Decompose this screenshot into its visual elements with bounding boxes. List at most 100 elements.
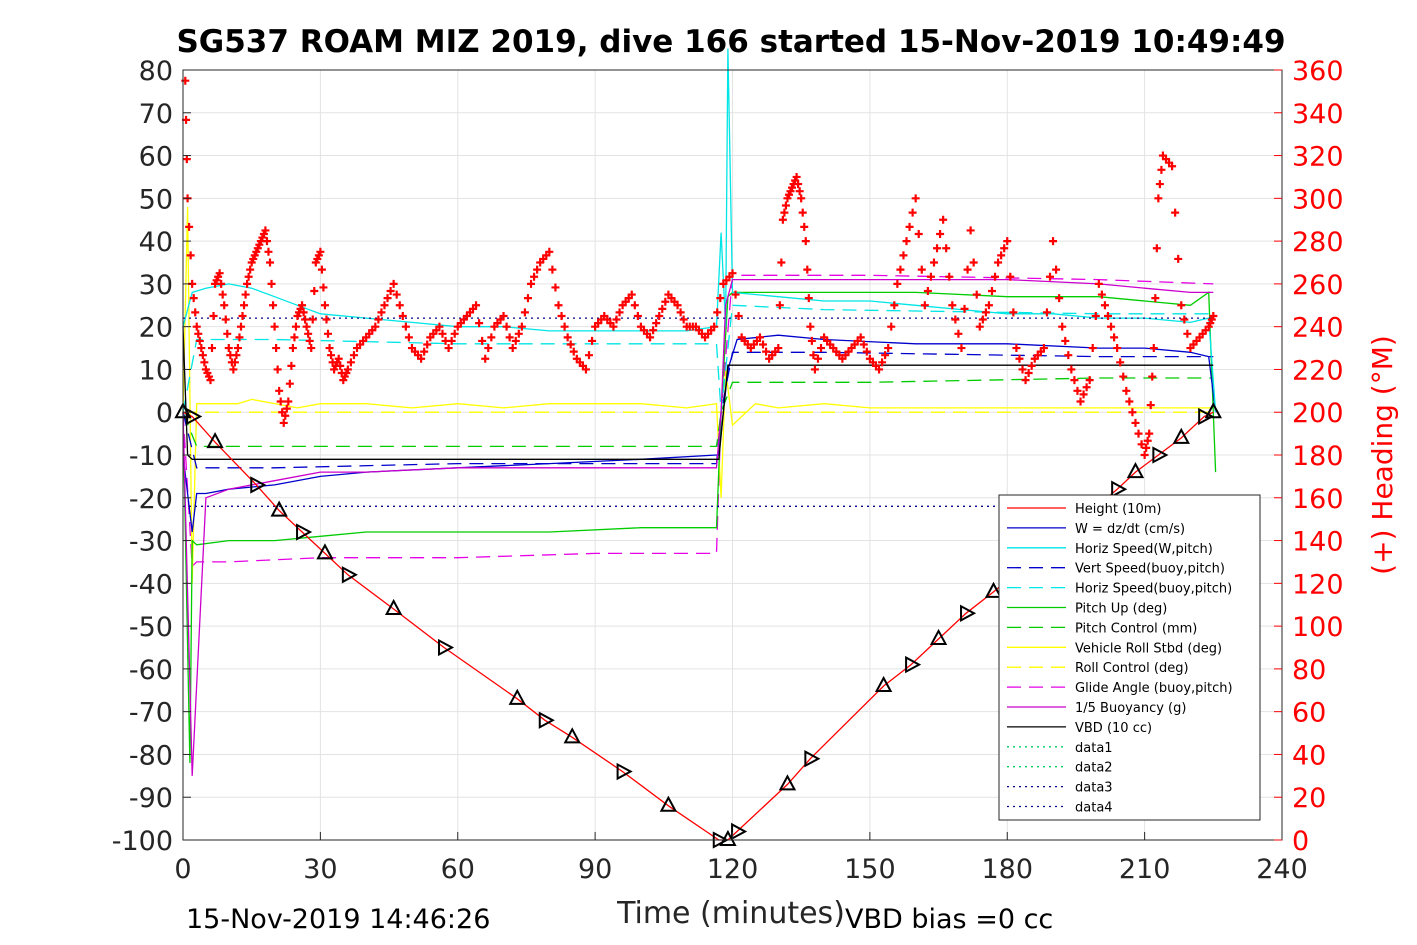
heading-plus-marker bbox=[658, 304, 667, 313]
heading-plus-marker bbox=[551, 283, 560, 292]
y2-tick-label: 280 bbox=[1292, 227, 1344, 258]
footer-vbd-bias: VBD bias =0 cc bbox=[845, 904, 1053, 935]
heading-plus-marker bbox=[325, 344, 334, 353]
y2-tick-label: 300 bbox=[1292, 184, 1344, 215]
heading-plus-marker bbox=[336, 361, 345, 370]
heading-plus-marker bbox=[920, 301, 929, 310]
heading-plus-marker bbox=[713, 308, 722, 317]
heading-plus-marker bbox=[1177, 301, 1186, 310]
height-triangle-marker bbox=[206, 432, 224, 449]
heading-plus-marker bbox=[444, 344, 453, 353]
heading-plus-marker bbox=[1140, 451, 1149, 459]
heading-plus-marker bbox=[186, 251, 195, 260]
height-triangle-marker bbox=[384, 598, 403, 615]
legend-box bbox=[998, 494, 1261, 821]
heading-plus-marker bbox=[887, 322, 896, 331]
heading-plus-marker bbox=[221, 315, 230, 324]
heading-plus-marker bbox=[1070, 376, 1079, 385]
heading-plus-marker bbox=[499, 311, 508, 320]
heading-plus-marker bbox=[282, 404, 291, 413]
heading-plus-marker bbox=[661, 297, 670, 306]
y-tick-label: 20 bbox=[139, 313, 173, 344]
heading-plus-marker bbox=[806, 322, 815, 331]
heading-plus-marker bbox=[1148, 372, 1157, 381]
heading-plus-marker bbox=[1024, 369, 1033, 378]
heading-plus-marker bbox=[438, 329, 447, 338]
heading-plus-marker bbox=[1085, 376, 1094, 385]
heading-plus-marker bbox=[395, 301, 404, 310]
y2-tick-label: 100 bbox=[1292, 612, 1344, 643]
heading-plus-marker bbox=[334, 354, 343, 363]
heading-plus-marker bbox=[322, 315, 331, 324]
heading-plus-marker bbox=[987, 287, 996, 296]
height-triangle-marker bbox=[1172, 427, 1190, 444]
series-line-vehicle-roll-stbd-deg bbox=[182, 206, 1214, 584]
heading-plus-marker bbox=[194, 329, 203, 338]
height-triangle-marker bbox=[616, 762, 633, 781]
height-triangle-marker bbox=[341, 566, 358, 584]
x-tick-label: 120 bbox=[707, 854, 759, 885]
height-triangle-marker bbox=[1126, 462, 1145, 479]
heading-plus-marker bbox=[875, 365, 884, 374]
heading-plus-marker bbox=[991, 272, 1000, 281]
heading-plus-marker bbox=[1168, 162, 1177, 171]
heading-plus-marker bbox=[896, 265, 905, 274]
legend-entry-label: data2 bbox=[1075, 761, 1113, 776]
heading-plus-marker bbox=[1006, 272, 1015, 281]
legend-entry-label: W = dz/dt (cm/s) bbox=[1075, 522, 1185, 537]
heading-plus-marker bbox=[1137, 440, 1146, 449]
heading-plus-marker bbox=[505, 333, 514, 342]
height-triangle-marker bbox=[905, 655, 922, 674]
height-triangle-marker bbox=[874, 675, 893, 692]
heading-plus-marker bbox=[926, 272, 935, 281]
heading-plus-marker bbox=[609, 322, 618, 331]
heading-plus-marker bbox=[533, 265, 542, 274]
heading-plus-marker bbox=[279, 418, 288, 427]
heading-plus-marker bbox=[1183, 329, 1192, 338]
heading-plus-marker bbox=[275, 386, 284, 395]
x-tick-label: 240 bbox=[1256, 854, 1308, 885]
heading-plus-marker bbox=[1152, 244, 1161, 253]
heading-plus-marker bbox=[298, 301, 307, 310]
x-tick-label: 0 bbox=[174, 854, 191, 885]
y-tick-label: 0 bbox=[156, 398, 173, 429]
heading-plus-marker bbox=[191, 308, 200, 317]
heading-plus-marker bbox=[801, 237, 810, 246]
y-tick-label: 40 bbox=[139, 227, 173, 258]
heading-plus-marker bbox=[933, 244, 942, 253]
heading-plus-marker bbox=[223, 329, 232, 338]
heading-plus-marker bbox=[911, 194, 920, 203]
heading-plus-marker bbox=[627, 290, 636, 299]
heading-plus-marker bbox=[630, 301, 639, 310]
heading-plus-marker bbox=[299, 308, 308, 317]
heading-plus-marker bbox=[281, 411, 290, 420]
heading-plus-marker bbox=[478, 336, 487, 345]
heading-plus-marker bbox=[273, 365, 282, 374]
heading-plus-marker bbox=[1088, 344, 1097, 353]
y-tick-label: 70 bbox=[139, 99, 173, 130]
y-tick-label: -70 bbox=[129, 698, 173, 729]
heading-plus-marker bbox=[420, 347, 429, 356]
y-tick-label: -60 bbox=[129, 655, 173, 686]
heading-plus-marker bbox=[775, 301, 784, 310]
heading-plus-marker bbox=[890, 301, 899, 310]
heading-plus-marker bbox=[1042, 308, 1051, 317]
series-line-1-5-buoyancy-g bbox=[182, 278, 1214, 776]
heading-plus-marker bbox=[1110, 333, 1119, 342]
heading-plus-marker bbox=[588, 336, 597, 345]
heading-plus-marker bbox=[511, 336, 520, 345]
heading-plus-marker bbox=[423, 340, 432, 349]
heading-plus-marker bbox=[1180, 315, 1189, 324]
legend-entry-label: Glide Angle (buoy,pitch) bbox=[1075, 681, 1233, 696]
y2-tick-label: 0 bbox=[1292, 826, 1309, 857]
heading-plus-marker bbox=[856, 333, 865, 342]
heading-plus-marker bbox=[1149, 344, 1158, 353]
heading-plus-marker bbox=[514, 329, 523, 338]
heading-plus-marker bbox=[936, 229, 945, 238]
heading-plus-marker bbox=[1209, 311, 1218, 320]
x-tick-label: 150 bbox=[844, 854, 896, 885]
heading-plus-marker bbox=[206, 376, 215, 385]
heading-plus-marker bbox=[762, 347, 771, 356]
height-triangle-marker bbox=[1152, 446, 1169, 464]
